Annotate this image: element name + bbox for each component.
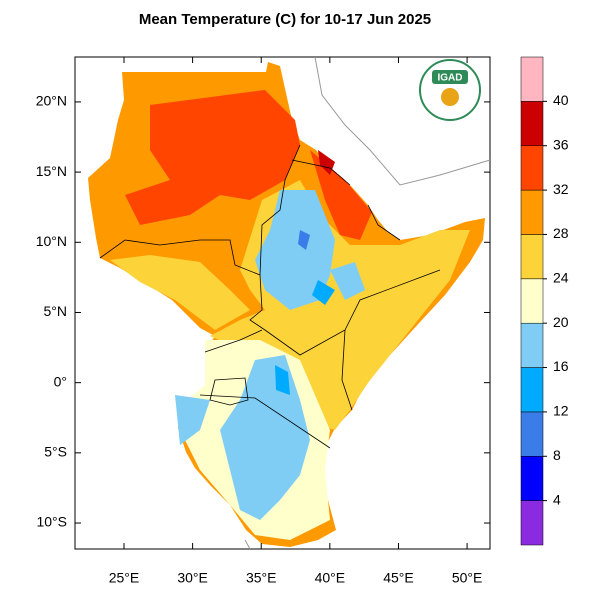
colorbar-label: 28 — [553, 225, 569, 241]
colorbar-swatch — [520, 56, 544, 102]
border — [199, 394, 331, 449]
logo-band — [432, 70, 468, 84]
colorbar-label: 36 — [553, 136, 569, 152]
colorbar-label: 24 — [553, 270, 569, 286]
borders — [99, 144, 441, 449]
colorbar-swatch — [520, 322, 544, 368]
map-land — [88, 56, 491, 550]
colorbar-swatch — [520, 456, 544, 501]
region-red — [310, 150, 372, 240]
border — [259, 144, 301, 276]
title: Mean Temperature (C) for 10-17 Jun 2025 — [139, 11, 431, 28]
region-lightblue — [255, 190, 335, 310]
colorbar-label: 40 — [553, 92, 569, 108]
region-lightblue — [220, 355, 310, 520]
y-tick-label: 5°S — [44, 444, 67, 460]
colorbar-swatch — [520, 367, 544, 413]
colorbar-label: 12 — [553, 403, 569, 419]
logo-text: IGAD — [438, 73, 463, 84]
region-gold — [110, 255, 250, 330]
x-tick-label: 40°E — [315, 570, 346, 586]
region-lightblue — [175, 395, 210, 445]
lake — [209, 377, 249, 406]
logo-globe — [441, 88, 459, 106]
x-tick-label: 25°E — [109, 570, 140, 586]
y-tick-label: 20°N — [36, 93, 67, 109]
x-tick-label: 35°E — [246, 570, 277, 586]
x-tick-label: 50°E — [452, 570, 483, 586]
colorbar-swatch — [520, 145, 544, 191]
y-tick-label: 15°N — [36, 163, 67, 179]
region-midblue — [298, 230, 310, 250]
colorbar-swatch — [520, 500, 544, 546]
colorbar-label: 20 — [553, 314, 569, 330]
border — [291, 159, 351, 186]
region-red — [125, 90, 300, 225]
colorbar-swatch — [520, 234, 544, 280]
logo: IGAD — [419, 59, 481, 121]
border — [204, 329, 263, 353]
colorbar-swatch — [520, 101, 544, 146]
colorbar-swatch — [520, 189, 544, 235]
border — [341, 329, 353, 411]
y-tick-label: 5°N — [44, 303, 68, 319]
colorbar-label: 16 — [553, 358, 569, 374]
x-tick-label: 45°E — [383, 570, 414, 586]
outside-border — [244, 539, 251, 550]
colorbar-label: 4 — [553, 491, 561, 507]
region-blue — [275, 365, 290, 395]
colorbar-swatch — [520, 278, 544, 324]
y-tick-label: 10°S — [36, 514, 67, 530]
region-blue — [312, 280, 335, 305]
outside-border — [314, 56, 491, 186]
region-lightblue — [330, 262, 365, 300]
border — [99, 239, 261, 276]
colorbar-label: 8 — [553, 447, 561, 463]
x-tick-label: 30°E — [177, 570, 208, 586]
border — [249, 269, 441, 356]
y-tick-label: 0° — [54, 373, 67, 389]
colorbar-label: 32 — [553, 181, 569, 197]
y-tick-label: 10°N — [36, 233, 67, 249]
colorbar-swatch — [520, 411, 544, 457]
border — [367, 204, 401, 241]
